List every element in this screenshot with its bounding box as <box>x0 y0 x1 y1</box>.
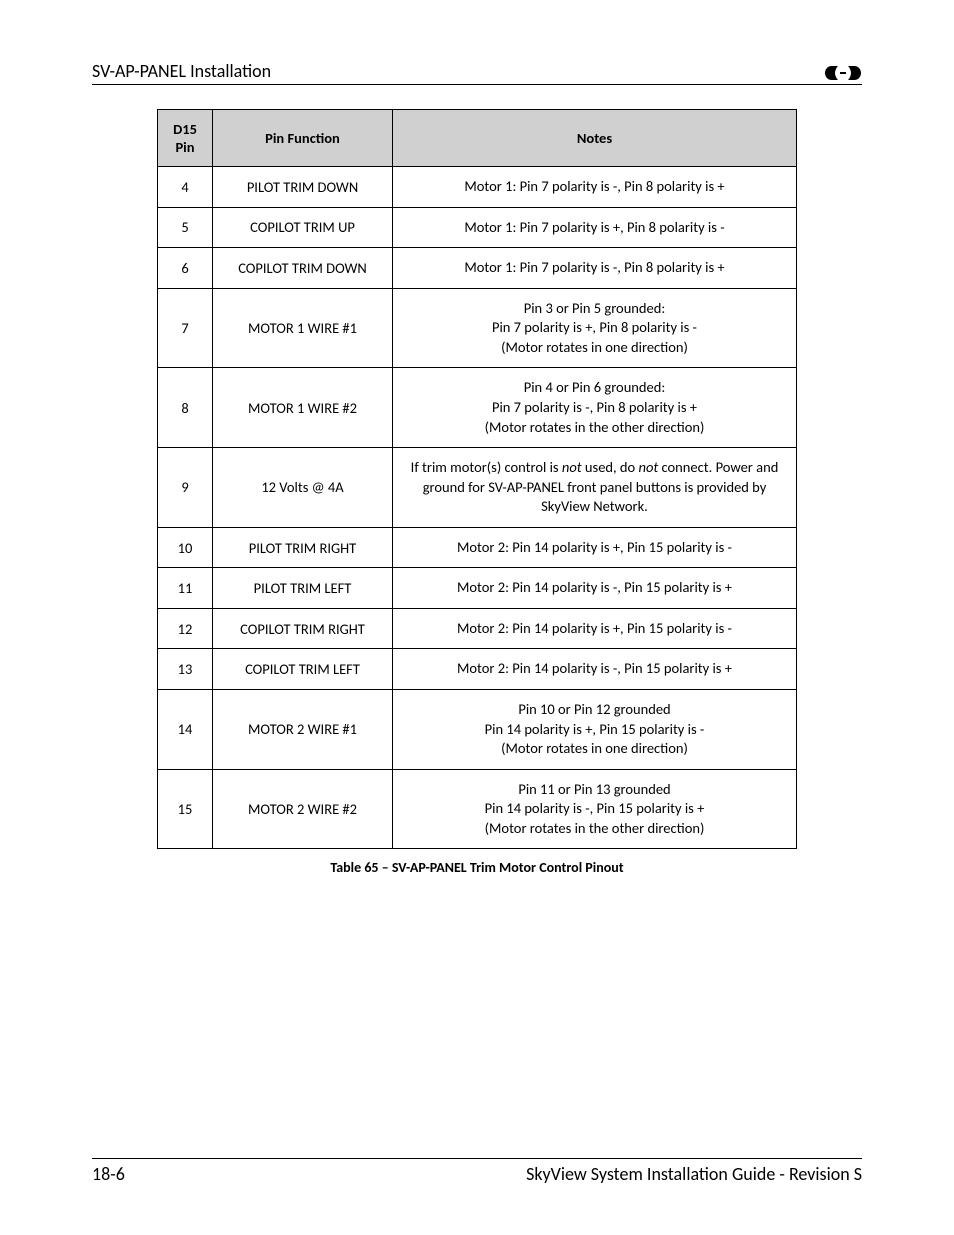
pinout-table: D15 Pin Pin Function Notes 4PILOT TRIM D… <box>157 109 797 849</box>
cell-function: COPILOT TRIM UP <box>213 207 393 248</box>
cell-notes: Motor 2: Pin 14 polarity is +, Pin 15 po… <box>393 608 797 649</box>
table-row: 8MOTOR 1 WIRE #2Pin 4 or Pin 6 grounded:… <box>158 368 797 448</box>
header-title: SV-AP-PANEL Installation <box>92 60 271 82</box>
table-row: 7MOTOR 1 WIRE #1Pin 3 or Pin 5 grounded:… <box>158 288 797 368</box>
page-footer: 18-6 SkyView System Installation Guide -… <box>92 1158 862 1185</box>
page-header: SV-AP-PANEL Installation <box>92 60 862 85</box>
cell-function: MOTOR 1 WIRE #2 <box>213 368 393 448</box>
document-page: SV-AP-PANEL Installation D15 Pin Pin Fun… <box>0 0 954 1235</box>
cell-notes: Pin 10 or Pin 12 groundedPin 14 polarity… <box>393 690 797 770</box>
cell-pin: 7 <box>158 288 213 368</box>
table-row: 11PILOT TRIM LEFTMotor 2: Pin 14 polarit… <box>158 568 797 609</box>
cell-notes: If trim motor(s) control is not used, do… <box>393 448 797 528</box>
cell-pin: 5 <box>158 207 213 248</box>
cell-pin: 14 <box>158 690 213 770</box>
table-caption: Table 65 – SV-AP-PANEL Trim Motor Contro… <box>92 859 862 876</box>
table-row: 14MOTOR 2 WIRE #1Pin 10 or Pin 12 ground… <box>158 690 797 770</box>
table-row: 4PILOT TRIM DOWNMotor 1: Pin 7 polarity … <box>158 167 797 208</box>
table-row: 6COPILOT TRIM DOWNMotor 1: Pin 7 polarit… <box>158 248 797 289</box>
table-row: 13COPILOT TRIM LEFTMotor 2: Pin 14 polar… <box>158 649 797 690</box>
cell-function: COPILOT TRIM RIGHT <box>213 608 393 649</box>
cell-notes: Motor 1: Pin 7 polarity is +, Pin 8 pola… <box>393 207 797 248</box>
cell-notes: Motor 2: Pin 14 polarity is -, Pin 15 po… <box>393 649 797 690</box>
cell-pin: 8 <box>158 368 213 448</box>
cell-notes: Motor 2: Pin 14 polarity is +, Pin 15 po… <box>393 527 797 568</box>
cell-function: COPILOT TRIM LEFT <box>213 649 393 690</box>
cell-function: PILOT TRIM RIGHT <box>213 527 393 568</box>
cell-function: 12 Volts @ 4A <box>213 448 393 528</box>
cell-notes: Motor 1: Pin 7 polarity is -, Pin 8 pola… <box>393 248 797 289</box>
table-header-row: D15 Pin Pin Function Notes <box>158 110 797 167</box>
cell-function: MOTOR 1 WIRE #1 <box>213 288 393 368</box>
cell-pin: 15 <box>158 769 213 849</box>
col-header-notes: Notes <box>393 110 797 167</box>
cell-function: COPILOT TRIM DOWN <box>213 248 393 289</box>
cell-pin: 4 <box>158 167 213 208</box>
table-row: 10PILOT TRIM RIGHTMotor 2: Pin 14 polari… <box>158 527 797 568</box>
cell-function: PILOT TRIM DOWN <box>213 167 393 208</box>
table-row: 5COPILOT TRIM UPMotor 1: Pin 7 polarity … <box>158 207 797 248</box>
cell-pin: 10 <box>158 527 213 568</box>
cell-notes: Pin 4 or Pin 6 grounded:Pin 7 polarity i… <box>393 368 797 448</box>
cell-function: PILOT TRIM LEFT <box>213 568 393 609</box>
col-header-pin: D15 Pin <box>158 110 213 167</box>
table-row: 15MOTOR 2 WIRE #2Pin 11 or Pin 13 ground… <box>158 769 797 849</box>
footer-doc-title: SkyView System Installation Guide - Revi… <box>526 1163 862 1185</box>
col-header-func: Pin Function <box>213 110 393 167</box>
table-row: 912 Volts @ 4AIf trim motor(s) control i… <box>158 448 797 528</box>
cell-pin: 13 <box>158 649 213 690</box>
footer-page-number: 18-6 <box>92 1163 125 1185</box>
cell-function: MOTOR 2 WIRE #1 <box>213 690 393 770</box>
cell-function: MOTOR 2 WIRE #2 <box>213 769 393 849</box>
table-body: 4PILOT TRIM DOWNMotor 1: Pin 7 polarity … <box>158 167 797 849</box>
cell-notes: Pin 11 or Pin 13 groundedPin 14 polarity… <box>393 769 797 849</box>
cell-pin: 11 <box>158 568 213 609</box>
cell-pin: 6 <box>158 248 213 289</box>
cell-pin: 9 <box>158 448 213 528</box>
cell-notes: Pin 3 or Pin 5 grounded:Pin 7 polarity i… <box>393 288 797 368</box>
cell-pin: 12 <box>158 608 213 649</box>
brand-logo-icon <box>824 64 862 82</box>
table-row: 12COPILOT TRIM RIGHTMotor 2: Pin 14 pola… <box>158 608 797 649</box>
cell-notes: Motor 2: Pin 14 polarity is -, Pin 15 po… <box>393 568 797 609</box>
cell-notes: Motor 1: Pin 7 polarity is -, Pin 8 pola… <box>393 167 797 208</box>
